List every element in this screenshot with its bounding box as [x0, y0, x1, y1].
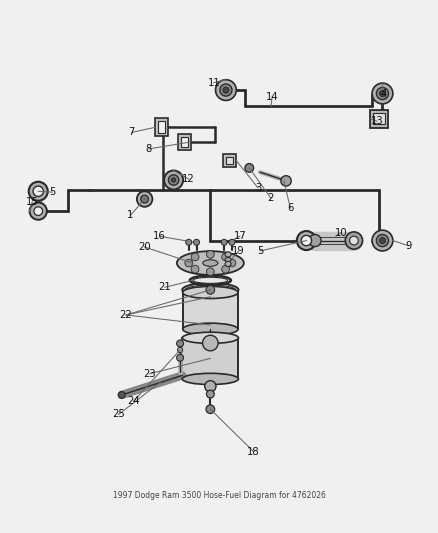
Text: 18: 18	[247, 447, 260, 457]
Bar	[155, 118, 168, 136]
Circle shape	[379, 91, 385, 96]
Ellipse shape	[182, 373, 238, 384]
Text: 21: 21	[159, 282, 171, 292]
Circle shape	[206, 390, 214, 398]
Text: 15: 15	[26, 197, 39, 207]
Ellipse shape	[203, 260, 218, 266]
Text: 8: 8	[146, 144, 152, 154]
Circle shape	[372, 83, 393, 104]
Circle shape	[29, 182, 48, 201]
Circle shape	[202, 335, 218, 351]
Text: 12: 12	[182, 174, 195, 184]
Bar	[159, 121, 166, 133]
Text: 20: 20	[138, 242, 151, 252]
Circle shape	[191, 253, 199, 261]
Circle shape	[177, 348, 183, 352]
Text: 2: 2	[268, 193, 274, 203]
Circle shape	[137, 191, 152, 207]
Text: 3: 3	[255, 183, 261, 193]
Bar	[226, 157, 233, 164]
Circle shape	[168, 175, 179, 185]
Ellipse shape	[177, 251, 244, 275]
Circle shape	[221, 239, 227, 245]
Text: 1997 Dodge Ram 3500 Hose-Fuel Diagram for 4762026: 1997 Dodge Ram 3500 Hose-Fuel Diagram fo…	[113, 491, 325, 500]
Circle shape	[372, 230, 393, 251]
Circle shape	[171, 178, 176, 182]
Ellipse shape	[185, 285, 236, 295]
Circle shape	[281, 176, 291, 186]
Text: 17: 17	[233, 231, 246, 241]
Circle shape	[301, 236, 311, 246]
Text: 14: 14	[266, 92, 279, 102]
Ellipse shape	[225, 252, 231, 257]
Circle shape	[376, 87, 389, 100]
Ellipse shape	[183, 323, 238, 335]
Bar	[181, 137, 188, 147]
Circle shape	[164, 171, 183, 190]
Circle shape	[185, 259, 193, 267]
Circle shape	[206, 286, 215, 294]
Circle shape	[206, 405, 215, 414]
Circle shape	[191, 265, 199, 273]
Bar	[223, 155, 236, 167]
Circle shape	[33, 186, 43, 197]
Text: 16: 16	[153, 231, 166, 241]
Circle shape	[177, 354, 184, 361]
Text: 1: 1	[127, 211, 134, 221]
Circle shape	[205, 381, 216, 392]
Circle shape	[297, 231, 316, 250]
Bar	[373, 113, 385, 124]
Text: 4: 4	[380, 90, 386, 99]
Text: 7: 7	[128, 127, 135, 138]
Ellipse shape	[225, 257, 231, 262]
Circle shape	[228, 259, 236, 267]
Text: 5: 5	[257, 246, 263, 256]
Circle shape	[245, 164, 254, 172]
Bar	[182, 338, 238, 379]
Circle shape	[309, 235, 321, 247]
Text: 24: 24	[127, 397, 140, 407]
Circle shape	[222, 253, 230, 261]
Circle shape	[223, 87, 229, 93]
Text: 10: 10	[335, 228, 347, 238]
Bar	[183, 293, 238, 329]
Text: 25: 25	[112, 409, 125, 419]
Circle shape	[376, 235, 389, 247]
Ellipse shape	[225, 261, 231, 266]
Circle shape	[141, 195, 148, 203]
Circle shape	[215, 80, 236, 100]
Text: 9: 9	[405, 241, 412, 251]
Text: 22: 22	[120, 310, 132, 320]
Circle shape	[206, 251, 214, 259]
Text: 13: 13	[371, 116, 383, 126]
Circle shape	[30, 203, 47, 220]
Circle shape	[345, 232, 363, 249]
Circle shape	[194, 239, 200, 245]
Text: 19: 19	[232, 246, 245, 256]
Text: 5: 5	[49, 187, 56, 197]
Circle shape	[229, 239, 235, 245]
Bar	[178, 134, 191, 150]
Bar	[370, 109, 388, 128]
Circle shape	[222, 265, 230, 273]
Text: 23: 23	[144, 369, 156, 379]
Circle shape	[206, 268, 214, 276]
Circle shape	[177, 340, 184, 347]
Circle shape	[186, 239, 192, 245]
Ellipse shape	[182, 332, 238, 343]
Circle shape	[350, 236, 358, 245]
Ellipse shape	[193, 277, 228, 284]
Circle shape	[379, 238, 385, 244]
Ellipse shape	[183, 286, 238, 298]
Text: 11: 11	[208, 78, 220, 88]
Circle shape	[34, 207, 42, 215]
Ellipse shape	[182, 283, 238, 297]
Text: 6: 6	[287, 203, 293, 213]
Circle shape	[118, 391, 125, 398]
Circle shape	[220, 84, 232, 96]
